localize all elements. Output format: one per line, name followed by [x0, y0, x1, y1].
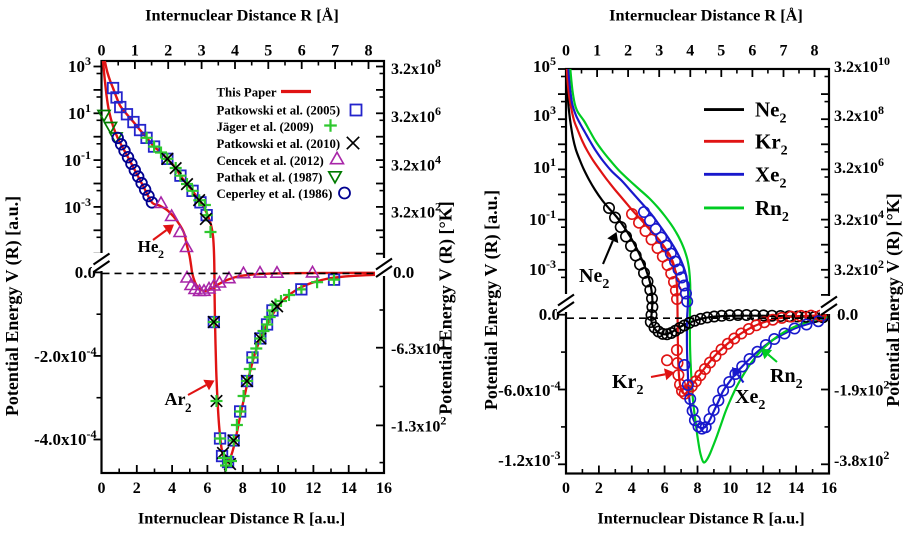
svg-text:12: 12: [755, 480, 771, 497]
svg-text:3.2x106: 3.2x106: [391, 104, 441, 126]
svg-text:0: 0: [562, 43, 570, 60]
svg-text:12: 12: [305, 480, 321, 497]
svg-text:3.2x106: 3.2x106: [834, 155, 884, 177]
svg-text:2: 2: [185, 400, 192, 415]
svg-text:0: 0: [98, 43, 106, 60]
svg-text:16: 16: [821, 480, 837, 497]
svg-text:Potential Energy V (R) [°K]: Potential Energy V (R) [°K]: [883, 193, 904, 407]
svg-text:5: 5: [717, 43, 725, 60]
svg-text:Ceperley et al. (1986): Ceperley et al. (1986): [217, 187, 333, 201]
svg-text:Potential Energy V (R) [a.u.]: Potential Energy V (R) [a.u.]: [2, 196, 23, 416]
svg-text:8: 8: [811, 43, 819, 60]
svg-text:Patkowski et al. (2010): Patkowski et al. (2010): [217, 137, 341, 151]
svg-text:3.2x104: 3.2x104: [391, 153, 441, 175]
svg-text:8: 8: [694, 480, 702, 497]
svg-text:0.0: 0.0: [393, 263, 414, 282]
svg-text:8: 8: [365, 43, 373, 60]
svg-text:3.2x102: 3.2x102: [834, 257, 884, 279]
svg-text:-3.8x102: -3.8x102: [834, 448, 889, 470]
svg-text:-6.3x101: -6.3x101: [391, 336, 446, 358]
svg-text:5: 5: [264, 43, 272, 60]
svg-text:4: 4: [686, 43, 694, 60]
svg-text:-1.3x102: -1.3x102: [391, 414, 446, 436]
svg-text:Patkowski et al. (2005): Patkowski et al. (2005): [217, 104, 341, 118]
svg-text:4: 4: [231, 43, 239, 60]
svg-text:6: 6: [203, 480, 211, 497]
svg-text:3.2x104: 3.2x104: [834, 207, 884, 229]
svg-text:3.2x108: 3.2x108: [391, 56, 441, 78]
svg-text:10: 10: [270, 480, 286, 497]
svg-text:4: 4: [168, 480, 176, 497]
svg-text:He: He: [138, 237, 159, 256]
svg-text:14: 14: [788, 480, 804, 497]
svg-text:Internuclear Distance R [a.u.]: Internuclear Distance R [a.u.]: [597, 509, 804, 528]
svg-text:Internuclear Distance R [Å]: Internuclear Distance R [Å]: [609, 6, 803, 25]
svg-text:Potential Energy V (R) [°K]: Potential Energy V (R) [°K]: [436, 201, 457, 415]
svg-text:0: 0: [562, 480, 570, 497]
svg-text:Potential Energy V (R) [a.u.]: Potential Energy V (R) [a.u.]: [481, 190, 502, 410]
svg-text:6: 6: [298, 43, 306, 60]
svg-text:0: 0: [98, 480, 106, 497]
svg-text:-1.9x102: -1.9x102: [834, 378, 889, 400]
svg-text:3.2x108: 3.2x108: [834, 103, 884, 125]
svg-text:7: 7: [780, 43, 788, 60]
svg-text:-6.0x10-4: -6.0x10-4: [498, 378, 560, 400]
svg-text:0.0: 0.0: [837, 305, 858, 324]
svg-text:-4.0x10-4: -4.0x10-4: [34, 427, 96, 449]
svg-text:Cencek et al. (2012): Cencek et al. (2012): [217, 154, 324, 168]
svg-text:2: 2: [158, 247, 164, 261]
svg-text:1: 1: [131, 43, 139, 60]
svg-text:3.2x1010: 3.2x1010: [834, 54, 890, 76]
svg-text:3: 3: [198, 43, 206, 60]
svg-text:This Paper: This Paper: [217, 86, 277, 100]
svg-text:14: 14: [341, 480, 357, 497]
svg-text:16: 16: [376, 480, 392, 497]
svg-text:0.0: 0.0: [539, 305, 560, 324]
svg-text:2: 2: [133, 480, 141, 497]
svg-text:-2.0x10-4: -2.0x10-4: [34, 344, 96, 366]
svg-text:2: 2: [595, 480, 603, 497]
svg-text:6: 6: [661, 480, 669, 497]
svg-text:0.0: 0.0: [75, 263, 96, 282]
svg-text:1: 1: [593, 43, 601, 60]
svg-text:10: 10: [722, 480, 738, 497]
svg-text:Internuclear Distance R [a.u.]: Internuclear Distance R [a.u.]: [138, 509, 345, 528]
svg-text:Internuclear Distance R [Å]: Internuclear Distance R [Å]: [145, 6, 339, 25]
svg-text:Jäger et al. (2009): Jäger et al. (2009): [217, 120, 314, 134]
svg-text:3: 3: [655, 43, 663, 60]
svg-text:Pathak et al. (1987): Pathak et al. (1987): [217, 171, 323, 185]
svg-text:-1.2x10-3: -1.2x10-3: [498, 448, 560, 470]
svg-text:8: 8: [239, 480, 247, 497]
svg-text:2: 2: [624, 43, 632, 60]
svg-text:4: 4: [628, 480, 636, 497]
svg-text:Ar: Ar: [165, 389, 186, 409]
svg-text:2: 2: [164, 43, 172, 60]
svg-text:3.2x102: 3.2x102: [391, 200, 441, 222]
svg-text:6: 6: [748, 43, 756, 60]
svg-text:7: 7: [331, 43, 339, 60]
